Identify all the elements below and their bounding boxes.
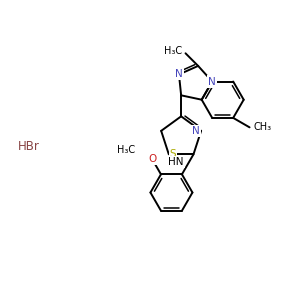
Text: N: N [208, 76, 216, 86]
Text: HBr: HBr [18, 140, 40, 154]
Text: S: S [170, 149, 176, 159]
Text: H₃C: H₃C [164, 46, 182, 56]
Text: N: N [192, 126, 200, 136]
Text: H₃C: H₃C [117, 145, 135, 155]
Text: CH₃: CH₃ [254, 122, 272, 132]
Text: N: N [175, 70, 183, 80]
Text: HN: HN [168, 157, 184, 167]
Text: O: O [148, 154, 156, 164]
